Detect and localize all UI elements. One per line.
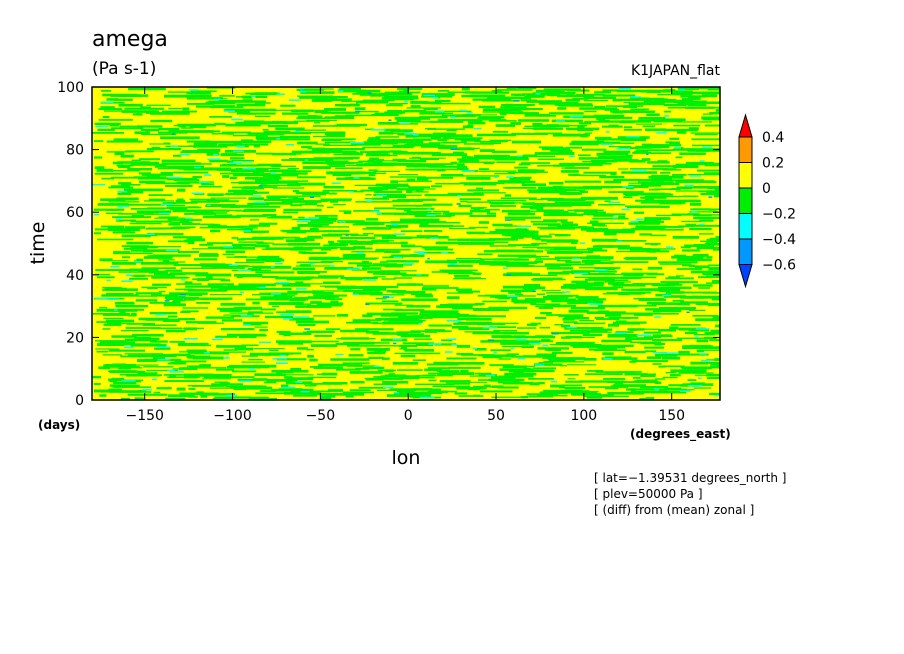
y-axis: 0 20 40 60 80 100 bbox=[57, 80, 720, 409]
x-tick-label: −150 bbox=[125, 408, 163, 424]
annotation-diff: [ (diff) from (mean) zonal ] bbox=[594, 503, 754, 517]
y-tick-label: 100 bbox=[57, 80, 84, 96]
colorbar-label: −0.2 bbox=[762, 207, 796, 223]
x-tick-label: 100 bbox=[570, 408, 597, 424]
y-unit-label: (days) bbox=[38, 418, 80, 432]
x-axis-label: lon bbox=[392, 447, 421, 469]
y-tick-label: 60 bbox=[66, 205, 84, 221]
annotation-plev: [ plev=50000 Pa ] bbox=[594, 487, 703, 501]
y-tick-label: 40 bbox=[66, 268, 84, 284]
dataset-label: K1JAPAN_flat bbox=[631, 63, 721, 79]
colorbar-segment bbox=[738, 162, 753, 189]
x-tick-label: −100 bbox=[213, 408, 251, 424]
colorbar-segment bbox=[738, 136, 753, 163]
colorbar-label: 0.2 bbox=[762, 156, 784, 172]
colorbar-segment bbox=[738, 238, 753, 265]
x-unit-label: (degrees_east) bbox=[630, 427, 731, 442]
field-extreme-negative-band bbox=[164, 92, 713, 345]
colorbar-label: −0.6 bbox=[762, 258, 796, 274]
chart-subtitle: (Pa s-1) bbox=[92, 59, 156, 79]
y-tick-label: 0 bbox=[75, 393, 84, 409]
plot-frame bbox=[91, 86, 721, 401]
y-tick-label: 20 bbox=[66, 330, 84, 346]
annotation-lat: [ lat=−1.39531 degrees_north ] bbox=[594, 471, 786, 485]
colorbar-label: −0.4 bbox=[762, 232, 796, 248]
colorbar-label: 0.4 bbox=[762, 130, 784, 146]
x-tick-label: 50 bbox=[487, 408, 505, 424]
colorbar-extend-bottom bbox=[738, 264, 753, 289]
y-tick-label: 80 bbox=[66, 143, 84, 159]
x-axis: −150 −100 −50 0 50 100 150 bbox=[125, 87, 685, 424]
colorbar: 0.4 0.2 0 −0.2 −0.4 −0.6 bbox=[738, 113, 796, 289]
colorbar-segment bbox=[738, 187, 753, 214]
field-negative-band bbox=[92, 87, 720, 401]
plot-area: −150 −100 −50 0 50 100 150 0 20 40 60 80 100 bbox=[57, 80, 721, 424]
annotations: [ lat=−1.39531 degrees_north ] [ plev=50… bbox=[594, 471, 786, 517]
colorbar-segment bbox=[738, 213, 753, 240]
x-tick-label: 0 bbox=[404, 408, 413, 424]
y-axis-label: time bbox=[27, 222, 49, 265]
x-tick-label: −50 bbox=[306, 408, 336, 424]
x-tick-label: 150 bbox=[658, 408, 685, 424]
omega-field bbox=[92, 87, 720, 401]
chart-title: amega bbox=[92, 27, 168, 52]
colorbar-label: 0 bbox=[762, 181, 771, 197]
field-strong-negative-band bbox=[92, 87, 720, 399]
